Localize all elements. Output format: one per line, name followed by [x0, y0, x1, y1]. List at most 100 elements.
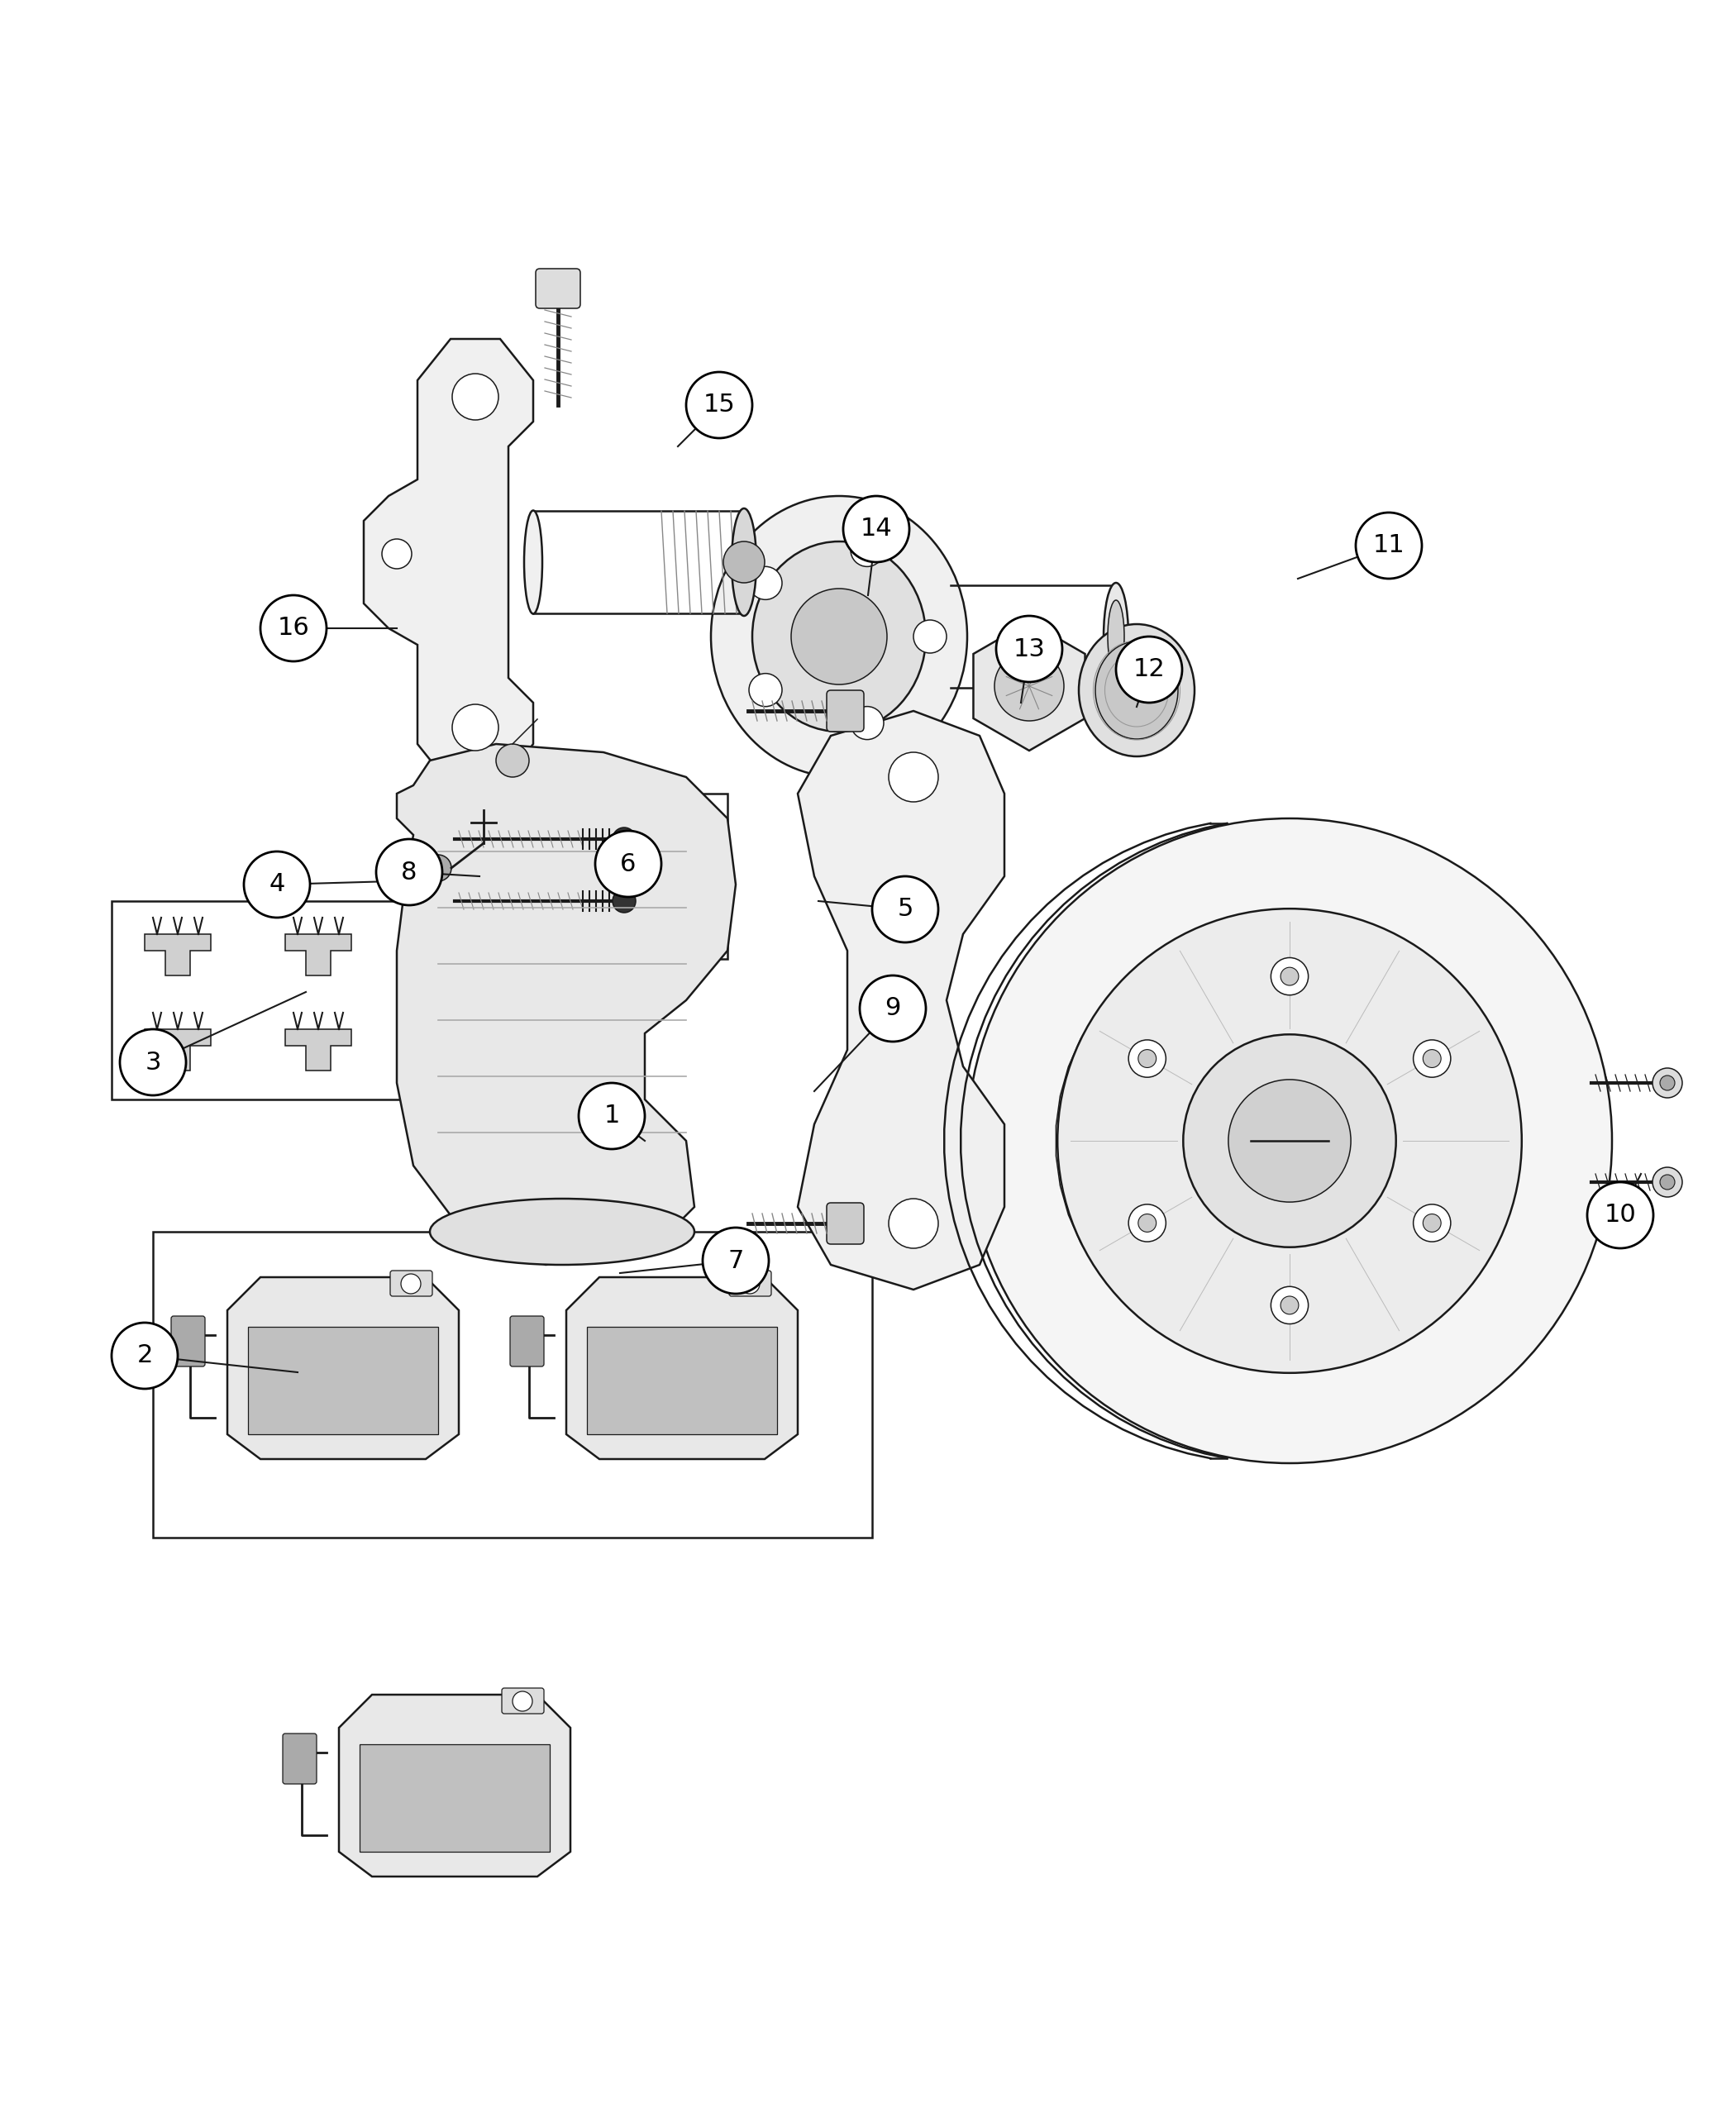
Polygon shape [365, 339, 533, 786]
Circle shape [740, 1273, 760, 1294]
Circle shape [1653, 1069, 1682, 1098]
Text: 10: 10 [1604, 1204, 1637, 1227]
Circle shape [260, 594, 326, 662]
Text: 2: 2 [137, 1343, 153, 1368]
Circle shape [1271, 957, 1309, 995]
Circle shape [748, 567, 781, 599]
Circle shape [1653, 1168, 1682, 1197]
Circle shape [686, 371, 752, 438]
Circle shape [1139, 1050, 1156, 1067]
Circle shape [512, 1691, 533, 1712]
Circle shape [1281, 1296, 1299, 1313]
Ellipse shape [1104, 582, 1128, 689]
Ellipse shape [752, 542, 925, 731]
Text: 11: 11 [1373, 533, 1404, 559]
Ellipse shape [1078, 624, 1194, 757]
Circle shape [871, 877, 937, 942]
Ellipse shape [1095, 641, 1179, 740]
Circle shape [1587, 1183, 1653, 1248]
Circle shape [377, 839, 443, 904]
Polygon shape [566, 1277, 799, 1459]
Circle shape [844, 495, 910, 563]
Circle shape [748, 672, 781, 706]
Polygon shape [144, 1029, 210, 1071]
Polygon shape [227, 1277, 458, 1459]
Circle shape [995, 651, 1064, 721]
Polygon shape [799, 710, 1005, 1290]
FancyBboxPatch shape [172, 1315, 205, 1366]
Polygon shape [359, 1743, 550, 1851]
Text: 7: 7 [727, 1248, 743, 1273]
Polygon shape [974, 622, 1085, 750]
FancyBboxPatch shape [413, 793, 727, 959]
FancyBboxPatch shape [826, 1204, 865, 1244]
Polygon shape [248, 1326, 437, 1433]
Text: 13: 13 [1014, 637, 1045, 662]
Text: 16: 16 [278, 616, 309, 641]
Circle shape [792, 588, 887, 685]
Circle shape [851, 706, 884, 740]
Circle shape [111, 1322, 177, 1389]
Circle shape [1424, 1050, 1441, 1067]
Circle shape [913, 620, 946, 653]
Circle shape [1660, 1075, 1675, 1090]
Circle shape [613, 828, 635, 852]
Circle shape [889, 1199, 937, 1248]
Text: 3: 3 [144, 1050, 161, 1075]
Ellipse shape [1108, 601, 1125, 672]
Circle shape [1184, 1035, 1396, 1248]
FancyBboxPatch shape [729, 1271, 771, 1296]
Circle shape [859, 976, 925, 1041]
Circle shape [1281, 968, 1299, 984]
Ellipse shape [431, 1199, 694, 1265]
Circle shape [425, 854, 451, 881]
Circle shape [1424, 1214, 1441, 1231]
FancyBboxPatch shape [536, 268, 580, 308]
Text: 1: 1 [604, 1105, 620, 1128]
FancyBboxPatch shape [111, 900, 417, 1100]
Circle shape [613, 890, 635, 913]
Polygon shape [285, 934, 351, 976]
Ellipse shape [712, 495, 967, 778]
Circle shape [1356, 512, 1422, 580]
Circle shape [851, 533, 884, 567]
Circle shape [889, 753, 937, 801]
Text: 5: 5 [898, 898, 913, 921]
Circle shape [595, 831, 661, 896]
Polygon shape [339, 1695, 571, 1876]
Polygon shape [398, 744, 736, 1265]
Circle shape [703, 1227, 769, 1294]
Circle shape [578, 1084, 644, 1149]
FancyBboxPatch shape [283, 1733, 316, 1783]
Circle shape [243, 852, 311, 917]
Ellipse shape [731, 508, 757, 616]
Circle shape [496, 744, 529, 778]
FancyBboxPatch shape [826, 689, 865, 731]
Polygon shape [587, 1326, 778, 1433]
Circle shape [1271, 1286, 1309, 1324]
Circle shape [1413, 1204, 1451, 1242]
Circle shape [1057, 909, 1522, 1372]
FancyBboxPatch shape [502, 1689, 543, 1714]
Circle shape [1128, 1204, 1167, 1242]
Circle shape [451, 704, 498, 750]
Circle shape [1128, 1039, 1167, 1077]
Text: 9: 9 [885, 997, 901, 1020]
Text: 14: 14 [861, 516, 892, 542]
Circle shape [1139, 1214, 1156, 1231]
Text: 8: 8 [401, 860, 417, 883]
Circle shape [120, 1029, 186, 1096]
FancyBboxPatch shape [391, 1271, 432, 1296]
Circle shape [1116, 637, 1182, 702]
Circle shape [1229, 1079, 1351, 1202]
Circle shape [451, 373, 498, 419]
Circle shape [382, 540, 411, 569]
Text: 15: 15 [703, 392, 736, 417]
Ellipse shape [524, 510, 542, 613]
Circle shape [996, 616, 1062, 683]
Polygon shape [144, 934, 210, 976]
FancyBboxPatch shape [510, 1315, 543, 1366]
FancyBboxPatch shape [153, 1231, 871, 1537]
Text: 6: 6 [620, 852, 637, 875]
Text: 4: 4 [269, 873, 285, 896]
